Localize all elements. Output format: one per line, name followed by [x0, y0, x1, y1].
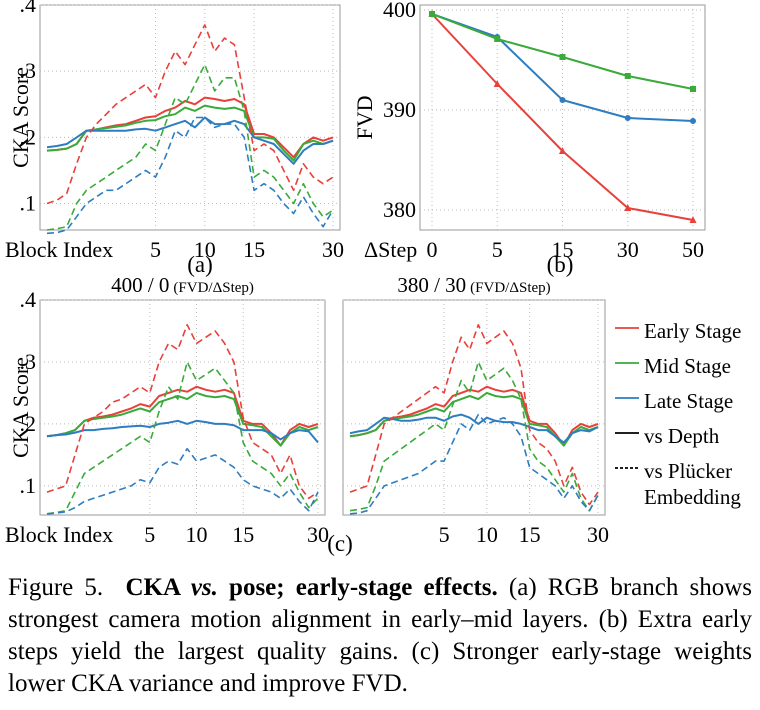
marker — [624, 115, 631, 121]
caption-title-part: CKA — [125, 574, 180, 601]
legend-label: vs Plücker Embedding — [644, 459, 741, 509]
y-tick-label: .4 — [20, 0, 37, 17]
y-axis-label: CKA Score — [8, 67, 33, 168]
plot-frame — [39, 4, 341, 231]
series-line — [46, 361, 319, 515]
marker — [494, 36, 501, 42]
legend-swatch — [615, 362, 639, 364]
x-tick-label: 5 — [492, 237, 503, 262]
x-axis-label: Block Index — [5, 237, 113, 262]
y-tick-label: 380 — [383, 197, 416, 222]
x-tick-label: 50 — [682, 237, 704, 262]
series-line — [46, 116, 334, 235]
panel-label: (b) — [547, 252, 574, 277]
marker — [493, 80, 501, 87]
marker — [559, 97, 566, 103]
series-line — [46, 96, 334, 159]
legend-entry: Late Stage — [614, 388, 760, 414]
x-tick-label: 30 — [617, 237, 639, 262]
legend-label: Early Stage — [644, 319, 742, 343]
caption-title-part: vs. — [190, 574, 218, 601]
legend-entry: vs Depth — [614, 423, 760, 449]
series-line — [349, 413, 599, 515]
caption-label: Figure 5. — [8, 574, 104, 601]
y-tick-label: 400 — [383, 0, 416, 22]
charts: .1 .2 .3 .4 5 10 15 30 Block Index CKA Score (a) 38… — [5, 0, 706, 556]
subtitle: (FVD/ΔStep) — [470, 280, 550, 296]
legend-label: Late Stage — [644, 389, 734, 413]
series-line — [349, 391, 599, 447]
legend-label: Mid Stage — [644, 354, 731, 378]
series-line — [349, 413, 599, 444]
y-tick-label: .3 — [20, 349, 37, 374]
series-line — [46, 104, 334, 162]
legend-entry: vs Plücker Embedding — [614, 458, 760, 510]
marker — [690, 118, 696, 124]
x-tick-label: 15 — [232, 522, 254, 547]
x-tick-label: 5 — [439, 522, 450, 547]
marker — [429, 11, 435, 17]
x-axis-label: ΔStep — [364, 237, 417, 262]
x-tick-label: 0 — [427, 237, 438, 262]
series-line — [46, 116, 334, 165]
legend-swatch — [615, 432, 639, 434]
legend-swatch — [615, 397, 639, 399]
marker — [624, 73, 631, 79]
x-tick-label: 30 — [322, 237, 344, 262]
marker — [559, 54, 566, 60]
panel-label: (c) — [327, 531, 353, 556]
series-line — [46, 447, 319, 515]
y-axis-label: FVD — [352, 95, 377, 139]
series-line — [46, 324, 319, 500]
panel-label: (a) — [187, 252, 213, 277]
x-tick-label: 15 — [552, 237, 574, 262]
title: 400 / 0 — [111, 273, 169, 297]
x-tick-label: 30 — [587, 522, 609, 547]
caption: Figure 5. CKA vs. pose; early-stage effe… — [8, 572, 752, 700]
x-tick-label: 15 — [519, 522, 541, 547]
y-tick-label: .1 — [20, 473, 37, 498]
x-tick-label: 10 — [186, 522, 208, 547]
series-line — [349, 361, 599, 512]
x-tick-label: 10 — [194, 237, 216, 262]
caption-title-part: pose; early-stage effects. — [229, 574, 498, 601]
caption-title: CKA vs. pose; early-stage effects. — [125, 574, 497, 601]
series-line — [46, 63, 334, 231]
plot-frame — [39, 299, 326, 516]
marker — [690, 86, 696, 92]
x-tick-label: 30 — [307, 522, 329, 547]
legend-entry: Mid Stage — [614, 353, 760, 379]
x-tick-label: 5 — [144, 522, 155, 547]
marker — [689, 216, 697, 223]
legend-label: vs Depth — [644, 424, 720, 448]
title: 380 / 30 — [397, 273, 466, 297]
legend-entry: Early Stage — [614, 318, 760, 344]
x-tick-label: 15 — [243, 237, 265, 262]
marker — [624, 204, 632, 211]
panel-title: 380 / 30 (FVD/ΔStep) — [397, 273, 550, 297]
x-tick-label: 5 — [150, 237, 161, 262]
caption-text: (a) RGB branch shows strongest camera mo… — [8, 574, 753, 697]
y-tick-label: .2 — [20, 124, 37, 149]
x-tick-label: 10 — [476, 522, 498, 547]
y-axis-label: CKA Score — [8, 357, 33, 458]
legend-swatch — [615, 327, 639, 329]
x-axis-label: Block Index — [5, 522, 113, 547]
series-line — [349, 324, 599, 506]
series-line — [46, 24, 334, 205]
series-line — [349, 385, 599, 447]
subtitle: (FVD/ΔStep) — [173, 280, 253, 296]
y-tick-label: 390 — [383, 97, 416, 122]
y-tick-label: .3 — [20, 58, 37, 83]
y-tick-label: .1 — [20, 191, 37, 216]
series-line — [46, 419, 319, 444]
plot-frame — [342, 299, 606, 516]
panel-title: 400 / 0 (FVD/ΔStep) — [111, 273, 254, 297]
legend-swatch — [615, 467, 639, 469]
legend: Early Stage Mid Stage Late Stage vs Depth vs… — [614, 318, 760, 519]
y-tick-label: .4 — [20, 287, 37, 312]
y-tick-label: .2 — [20, 411, 37, 436]
marker — [559, 147, 566, 154]
